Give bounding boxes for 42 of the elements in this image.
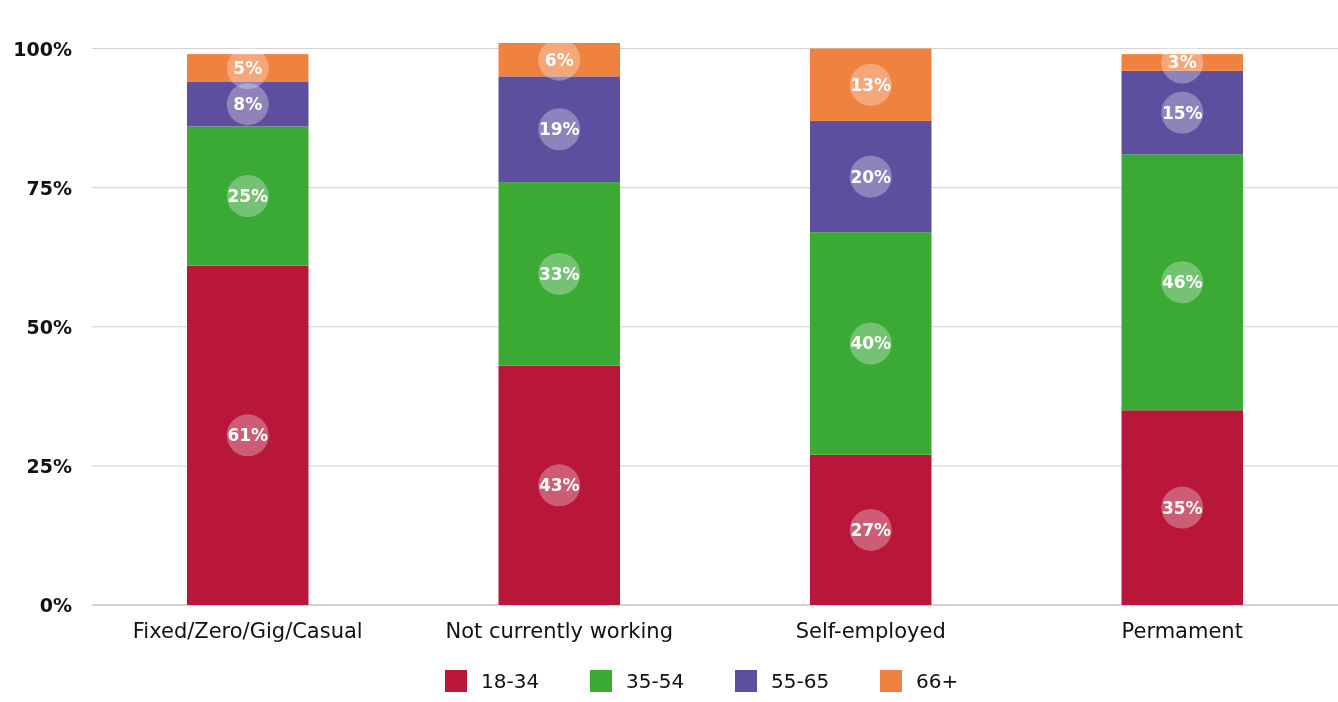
data-label: 8%: [233, 94, 263, 115]
y-tick-label: 25%: [26, 454, 72, 477]
y-tick-label: 75%: [26, 176, 72, 199]
data-label: 19%: [538, 119, 580, 140]
y-tick-label: 100%: [13, 37, 72, 60]
bar: [1121, 70, 1243, 155]
data-label: 13%: [850, 74, 892, 95]
data-label: 61%: [227, 425, 269, 446]
bar: [498, 365, 620, 605]
bar: [498, 182, 620, 366]
bar: [810, 120, 932, 233]
bar: [498, 76, 620, 183]
data-label: 20%: [850, 166, 892, 187]
data-label: 35%: [1161, 497, 1203, 518]
bar: [187, 81, 309, 127]
legend-label: 66+: [916, 669, 959, 693]
data-label: 6%: [544, 49, 574, 70]
data-label: 5%: [233, 58, 263, 79]
bar: [1121, 410, 1243, 605]
bar: [187, 126, 309, 266]
data-label: 15%: [1161, 102, 1203, 123]
y-tick-label: 0%: [39, 594, 72, 616]
data-label: 25%: [227, 186, 269, 207]
y-tick-label: 50%: [26, 315, 72, 338]
bar: [1121, 154, 1243, 411]
legend-label: 18-34: [481, 669, 540, 693]
bar: [810, 454, 932, 605]
data-label: 46%: [1161, 272, 1203, 293]
data-label: 43%: [538, 475, 580, 496]
data-label: 33%: [538, 263, 580, 284]
legend-label: 55-65: [771, 669, 830, 693]
data-label: 3%: [1167, 52, 1197, 73]
bar: [810, 48, 932, 121]
x-tick-label: Not currently working: [445, 619, 673, 643]
data-label: 40%: [850, 333, 892, 354]
x-tick-label: Permament: [1121, 619, 1243, 643]
x-tick-label: Self-employed: [795, 619, 946, 643]
bar: [810, 232, 932, 455]
x-tick-label: Fixed/Zero/Gig/Casual: [132, 619, 363, 643]
bar: [187, 265, 309, 605]
legend-label: 35-54: [626, 669, 685, 693]
data-label: 27%: [850, 519, 892, 540]
